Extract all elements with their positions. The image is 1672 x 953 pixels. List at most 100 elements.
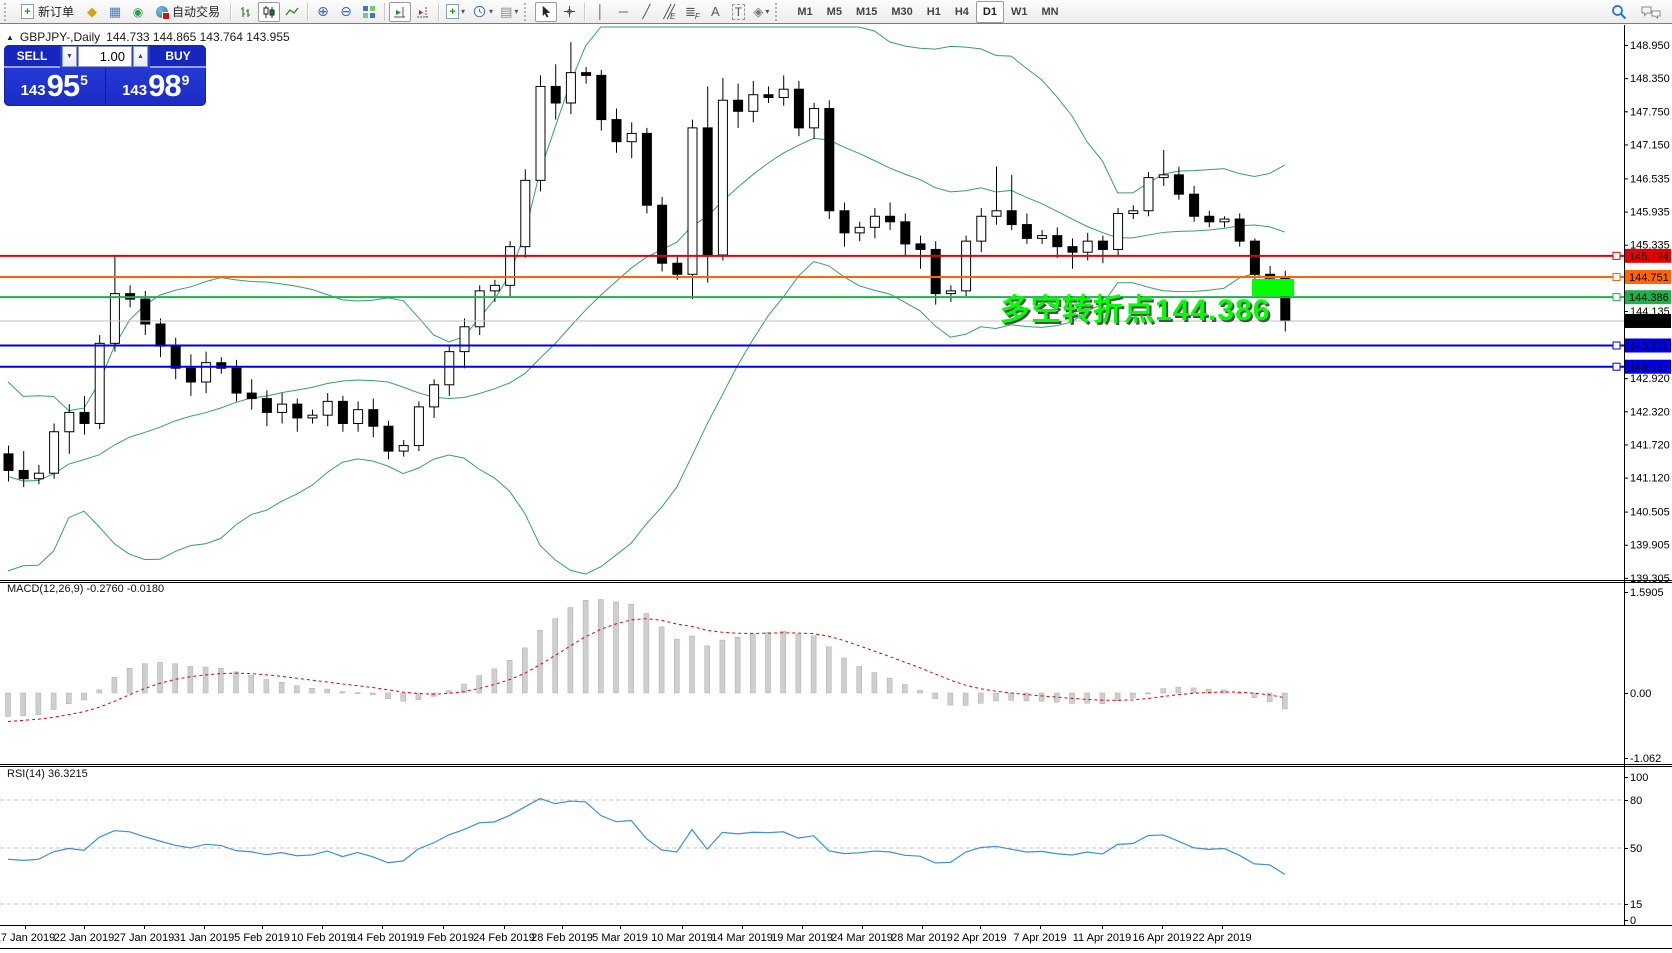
vertical-line-button[interactable]: │ [589, 2, 611, 22]
trendline-button[interactable]: ╱ [635, 2, 657, 22]
new-order-icon: + [21, 4, 34, 19]
timeframe-button-W1[interactable]: W1 [1010, 5, 1028, 18]
new-chart-button[interactable]: ▦ [104, 2, 126, 22]
svg-text:147.750: 147.750 [1630, 106, 1670, 118]
timeframe-button-M1[interactable]: M1 [797, 5, 813, 18]
sell-button[interactable]: SELL [4, 45, 60, 68]
macd-values: -0.2760 -0.0180 [86, 583, 165, 595]
svg-text:19 Feb 2019: 19 Feb 2019 [412, 932, 474, 944]
svg-text:148.350: 148.350 [1630, 73, 1670, 85]
highlight-box[interactable] [1252, 279, 1294, 296]
horizontal-line-button[interactable]: ─ [612, 2, 634, 22]
timeframe-button-H4[interactable]: H4 [954, 5, 969, 18]
new-order-button[interactable]: + 新订单 [15, 2, 80, 22]
equidistant-channel-button[interactable]: ╱╱ E [658, 2, 680, 22]
tile-windows-icon [363, 5, 376, 18]
candlestick-chart-icon [263, 5, 275, 18]
svg-text:141.720: 141.720 [1630, 439, 1670, 451]
crosshair-button[interactable] [558, 2, 580, 22]
annotation-text[interactable]: 多空转折点144.386 [1000, 294, 1271, 327]
sell-price[interactable]: 143 95 5 [4, 68, 106, 104]
svg-text:22 Apr 2019: 22 Apr 2019 [1192, 932, 1251, 944]
buy-button[interactable]: BUY [150, 45, 206, 68]
autotrading-icon [156, 5, 171, 20]
rsi-indicator-label: RSI(14) 36.3215 [7, 768, 88, 780]
rsi-name: RSI(14) [7, 768, 45, 780]
fibonacci-button[interactable]: ≣ F [681, 2, 703, 22]
cursor-icon [542, 5, 551, 18]
buy-price[interactable]: 143 98 9 [106, 68, 207, 104]
svg-text:145.335: 145.335 [1630, 240, 1670, 252]
svg-text:24 Feb 2019: 24 Feb 2019 [473, 932, 535, 944]
svg-text:143.955: 143.955 [1629, 316, 1669, 328]
toolbar-separator [438, 2, 440, 21]
svg-text:14 Mar 2019: 14 Mar 2019 [711, 932, 773, 944]
line-chart-icon [285, 7, 299, 15]
one-click-trading-panel: SELL ▼ 1.00 ▲ BUY 143 95 5 143 98 9 [4, 45, 206, 106]
templates-button[interactable]: ▤ ▾ [497, 2, 521, 22]
svg-text:50: 50 [1630, 843, 1642, 855]
svg-text:148.950: 148.950 [1630, 40, 1670, 52]
candlestick-chart-button[interactable] [258, 1, 281, 22]
svg-text:24 Mar 2019: 24 Mar 2019 [831, 932, 893, 944]
svg-text:145.134: 145.134 [1629, 251, 1669, 263]
timeframe-button-H1[interactable]: H1 [926, 5, 941, 18]
volume-input[interactable]: 1.00 [78, 46, 132, 67]
periods-button[interactable]: ▾ [469, 2, 496, 22]
toolbar-grip[interactable] [4, 2, 11, 21]
text-label-button[interactable]: T [727, 2, 749, 22]
svg-text:28 Mar 2019: 28 Mar 2019 [891, 932, 953, 944]
arrows-button[interactable]: ◈ ▾ [750, 2, 772, 22]
autotrading-button[interactable]: 自动交易 [150, 2, 226, 22]
price-tag: 143.511 [1625, 338, 1671, 353]
chat-icon[interactable] [1640, 3, 1662, 21]
arrows-icon: ◈ [753, 4, 764, 19]
fibonacci-sub-label: F [694, 11, 700, 21]
crosshair-icon [563, 5, 575, 18]
timeframe-button-D1[interactable]: D1 [975, 0, 1004, 23]
chart-header: ▲ GBPJPY-,Daily 144.733 144.865 143.764 … [6, 30, 290, 44]
zoom-out-button[interactable]: ⊖ [335, 2, 357, 22]
svg-text:80: 80 [1630, 795, 1642, 807]
svg-text:144.386: 144.386 [1629, 292, 1669, 304]
cursor-button[interactable] [535, 1, 558, 22]
svg-text:141.120: 141.120 [1630, 473, 1670, 485]
equidistant-sub-label: E [670, 11, 676, 21]
template-icon: ▤ [500, 3, 513, 19]
chart-shift-button[interactable] [412, 2, 434, 22]
signal-icon: ◉ [132, 4, 144, 19]
svg-text:-1.062: -1.062 [1630, 753, 1661, 765]
equidistant-channel-icon: ╱╱ [663, 4, 674, 19]
timeframe-button-M30[interactable]: M30 [891, 5, 913, 18]
svg-text:143.127: 143.127 [1629, 362, 1669, 374]
volume-decrease-button[interactable]: ▼ [62, 46, 77, 67]
rsi-line [7, 797, 1286, 875]
indicators-button[interactable]: + ▾ [443, 2, 468, 22]
toolbar-grip[interactable] [775, 2, 782, 21]
gold-button[interactable]: ◆ [81, 2, 103, 22]
volume-increase-button[interactable]: ▲ [133, 46, 148, 67]
toolbar-separator [230, 2, 232, 21]
toolbar-grip[interactable] [524, 2, 531, 21]
collapse-arrow-icon[interactable]: ▲ [6, 32, 14, 42]
line-chart-button[interactable] [281, 2, 303, 22]
timeframe-button-MN[interactable]: MN [1041, 5, 1059, 18]
signals-button[interactable]: ◉ [127, 2, 149, 22]
timeframe-button-M5[interactable]: M5 [826, 5, 842, 18]
svg-text:2 Apr 2019: 2 Apr 2019 [953, 932, 1006, 944]
svg-text:0.00: 0.00 [1630, 688, 1651, 700]
tile-windows-button[interactable] [358, 2, 380, 22]
svg-text:145.935: 145.935 [1630, 207, 1670, 219]
zoom-in-button[interactable]: ⊕ [312, 2, 334, 22]
text-tool-button[interactable]: A [704, 2, 726, 22]
timeframe-button-M15[interactable]: M15 [855, 5, 878, 18]
auto-scroll-button[interactable] [389, 1, 412, 22]
sell-price-pip: 5 [80, 71, 88, 88]
sell-price-prefix: 143 [20, 82, 46, 99]
chart-shift-icon [417, 6, 429, 17]
search-icon[interactable] [1610, 3, 1628, 21]
bar-chart-button[interactable] [235, 2, 257, 22]
horizontal-lines[interactable] [0, 251, 1624, 371]
